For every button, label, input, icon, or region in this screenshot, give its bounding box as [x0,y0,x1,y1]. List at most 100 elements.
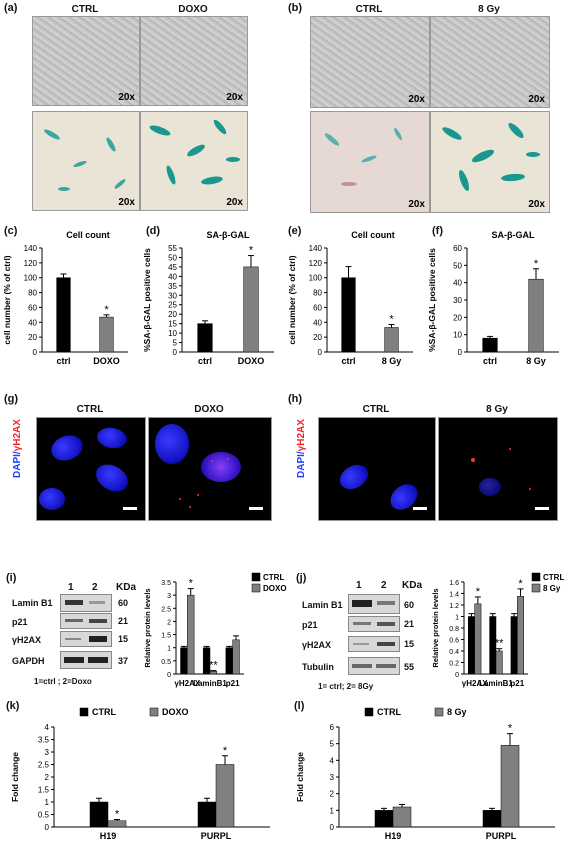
bar [468,616,475,675]
legend-label: DOXO [162,707,189,717]
sa-beta-gal-8gy-image: 20x [430,111,550,213]
bar [197,323,213,353]
lane-label-1: 1 [68,582,74,593]
blot-kda-value: 15 [404,639,415,649]
brightfield-ctrl-image: 20x [310,16,430,108]
blot-strip-tubulin [348,657,400,675]
significance-marker: * [518,578,523,590]
bar [482,337,498,353]
blot-row-label: γH2AX [12,635,42,645]
x-tick-label: 8 Gy [526,356,546,366]
legend-label: CTRL [543,573,564,582]
x-tick-label: PURPL [201,831,232,841]
chart-title: SA-β-GAL [492,230,535,240]
y-tick-label: 0.4 [449,649,459,656]
blot-row-label: GAPDH [12,656,45,666]
brightfield-8gy-image: 20x [430,16,550,108]
bar [374,810,394,828]
panel-label-b: (b) [288,2,303,14]
bar [528,278,544,353]
x-tick-label: DOXO [238,356,265,366]
sa-beta-gal-ctrl-image: 20x [310,111,430,213]
y-tick-label: 40 [313,318,322,327]
blot-kda-value: 21 [118,616,129,626]
y-tick-label: 60 [313,303,322,312]
bar [482,810,502,828]
y-tick-label: 50 [168,253,177,262]
brightfield-ctrl-image: 20x [32,16,140,106]
y-tick-label: 120 [309,259,323,268]
blot-kda-value: 55 [404,662,415,672]
y-tick-label: 5 [173,339,178,348]
y-tick-label: 50 [453,261,462,270]
y-tick-label: 40 [453,279,462,288]
blot-kda-value: 60 [404,600,415,610]
y-tick-label: 1.2 [449,603,459,610]
legend-swatch [251,572,261,582]
y-tick-label: 3 [45,748,50,757]
bar [517,596,524,675]
column-title-doxo-g: DOXO [194,404,224,415]
y-tick-label: 0 [455,672,459,679]
column-title-ctrl-h: CTRL [362,404,390,415]
y-tick-label: 10 [168,329,177,338]
x-tick-label: PURPL [486,831,517,841]
y-tick-label: 40 [168,272,177,281]
significance-marker: * [389,314,394,326]
y-tick-label: 55 [168,244,177,253]
panel-label-k: (k) [6,700,20,712]
y-tick-label: 120 [24,259,38,268]
y-tick-label: 0 [167,672,171,679]
chart-title: Cell count [66,230,110,240]
y-tick-label: 60 [453,244,462,253]
lane-legend-note: 1=ctrl ; 2=Doxo [34,677,92,686]
y-axis-label: Fold change [295,752,305,802]
significance-marker: * [189,578,194,590]
x-tick-label: ctrl [56,356,70,366]
y-tick-label: 45 [168,263,177,272]
y-tick-label: 0.6 [449,638,459,645]
bar [392,806,412,828]
y-tick-label: 0 [33,348,38,357]
immunofluorescence-doxo-image [148,417,272,521]
legend-swatch [531,583,541,593]
bar [215,764,235,828]
fluorescence-axis-label: DAPI/γH2AX [12,419,23,478]
y-axis-label: cell number (% of ctrl) [287,255,297,344]
blot-row-label: Lamin B1 [302,600,343,610]
chart-title: SA-β-GAL [207,230,250,240]
y-tick-label: 3.5 [38,736,50,745]
y-tick-label: 4 [45,723,50,732]
y-tick-label: 30 [168,291,177,300]
legend-label: CTRL [92,707,116,717]
x-tick-label: LaminB1 [193,679,227,688]
blot-kda-value: 21 [404,619,415,629]
y-tick-label: 3 [167,593,171,600]
immunofluorescence-ctrl-image [36,417,146,521]
y-tick-label: 10 [453,331,462,340]
chart-c-cell-count: 0 20 40 60 80 100 120 140 cell number (% of ctrl… [2,230,128,366]
column-title-8gy-h: 8 Gy [486,404,508,415]
y-axis-label: %SA-β-GAL positive cells [427,248,437,352]
y-tick-label: 6 [330,723,335,732]
y-axis-label: cell number (% of ctrl) [2,255,12,344]
y-tick-label: 0 [173,348,178,357]
y-tick-label: 60 [28,303,37,312]
panel-label-e: (e) [288,225,302,237]
y-tick-label: 2.5 [38,761,50,770]
y-tick-label: 3.5 [161,580,171,587]
column-title-8gy-b: 8 Gy [478,4,500,15]
legend-swatch [79,707,89,717]
x-tick-label: γH2AX [174,679,200,688]
y-tick-label: 1.5 [38,786,50,795]
legend-swatch [531,572,541,582]
significance-marker: ** [209,660,218,672]
blot-strip-lamin-b1 [348,594,400,614]
chart-i-relative-protein: 0 0.5 1 1.5 2 2.5 3 3.5 Relative protein levels *… [143,572,287,688]
y-tick-label: 20 [453,313,462,322]
y-tick-label: 20 [168,310,177,319]
x-tick-label: γH2AX [462,679,488,688]
legend-label: 8 Gy [447,707,467,717]
significance-marker: ** [495,638,504,650]
bar [384,327,399,353]
